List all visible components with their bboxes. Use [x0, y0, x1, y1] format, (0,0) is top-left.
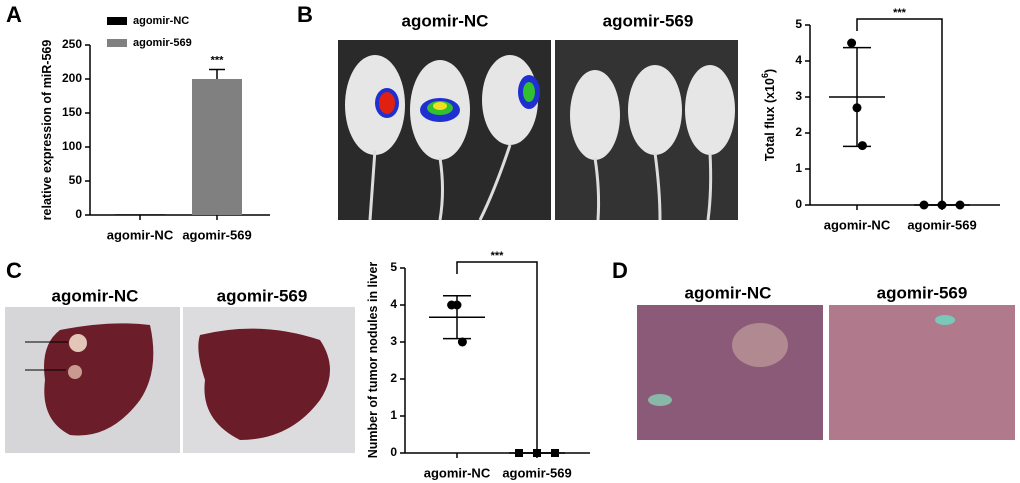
y-axis-label: relative expression of miR-569 — [40, 40, 54, 221]
panel-letter: A — [6, 2, 22, 27]
panel-letter: D — [612, 258, 628, 283]
imaging-photos — [338, 40, 738, 221]
liver-photos — [5, 307, 355, 453]
x-tick-label: agomir-NC — [824, 217, 891, 232]
photo-label: agomir-NC — [52, 286, 139, 305]
legend-swatch — [107, 17, 127, 25]
bar — [192, 79, 242, 215]
y-tick-label: 5 — [795, 17, 802, 31]
error-bar — [209, 68, 225, 79]
y-tick-label: 200 — [62, 71, 82, 85]
significance-bracket — [856, 18, 943, 205]
error-bar — [443, 295, 471, 340]
y-tick-label: 4 — [795, 53, 802, 67]
y-tick-label: 4 — [390, 297, 397, 311]
y-tick-label: 100 — [62, 139, 82, 153]
photo-label: agomir-569 — [217, 286, 308, 305]
photo-label: agomir-569 — [603, 11, 694, 30]
y-axis-label-part: 6 — [760, 73, 770, 78]
panel-letter: B — [297, 2, 313, 27]
photo-label: agomir-NC — [402, 11, 489, 30]
y-tick-label: 0 — [390, 445, 397, 459]
panel-letter: C — [6, 258, 22, 283]
y-axis-label-part: Total flux (x10 — [763, 78, 777, 161]
y-tick-label: 250 — [62, 37, 82, 51]
y-tick-label: 5 — [390, 260, 397, 274]
photo-label: agomir-569 — [877, 283, 968, 302]
y-axis-label: Number of tumor nodules in liver — [366, 262, 380, 459]
significance-bracket — [456, 261, 538, 453]
y-axis-label-part: relative expression of miR-569 — [40, 40, 54, 221]
y-tick-label: 1 — [390, 408, 397, 422]
x-tick-label: agomir-NC — [424, 465, 491, 480]
y-tick-label: 1 — [795, 161, 802, 175]
significance: *** — [491, 250, 505, 262]
y-tick-label: 3 — [390, 334, 397, 348]
y-axis-label: Total flux (x106) — [760, 69, 777, 161]
legend-swatch — [107, 39, 127, 47]
bar — [115, 214, 165, 215]
y-tick-label: 3 — [795, 89, 802, 103]
y-tick-label: 2 — [795, 125, 802, 139]
x-tick-label: agomir-569 — [182, 227, 251, 242]
legend-label: agomir-569 — [133, 37, 192, 49]
y-axis-label-part: Number of tumor nodules in liver — [366, 262, 380, 459]
y-tick-label: 50 — [69, 173, 83, 187]
x-tick-label: agomir-569 — [907, 217, 976, 232]
photo-label: agomir-NC — [685, 283, 772, 302]
significance: *** — [893, 7, 907, 19]
y-axis-label-part: ) — [763, 69, 777, 73]
x-tick-label: agomir-569 — [502, 465, 571, 480]
y-tick-label: 0 — [795, 197, 802, 211]
y-tick-label: 150 — [62, 105, 82, 119]
y-tick-label: 0 — [75, 207, 82, 221]
y-tick-label: 2 — [390, 371, 397, 385]
point — [847, 38, 857, 48]
histology-photos — [637, 305, 1015, 440]
legend-label: agomir-NC — [133, 15, 189, 27]
significance: *** — [211, 54, 225, 66]
x-tick-label: agomir-NC — [107, 227, 174, 242]
error-bar — [843, 46, 871, 148]
point — [457, 337, 467, 347]
